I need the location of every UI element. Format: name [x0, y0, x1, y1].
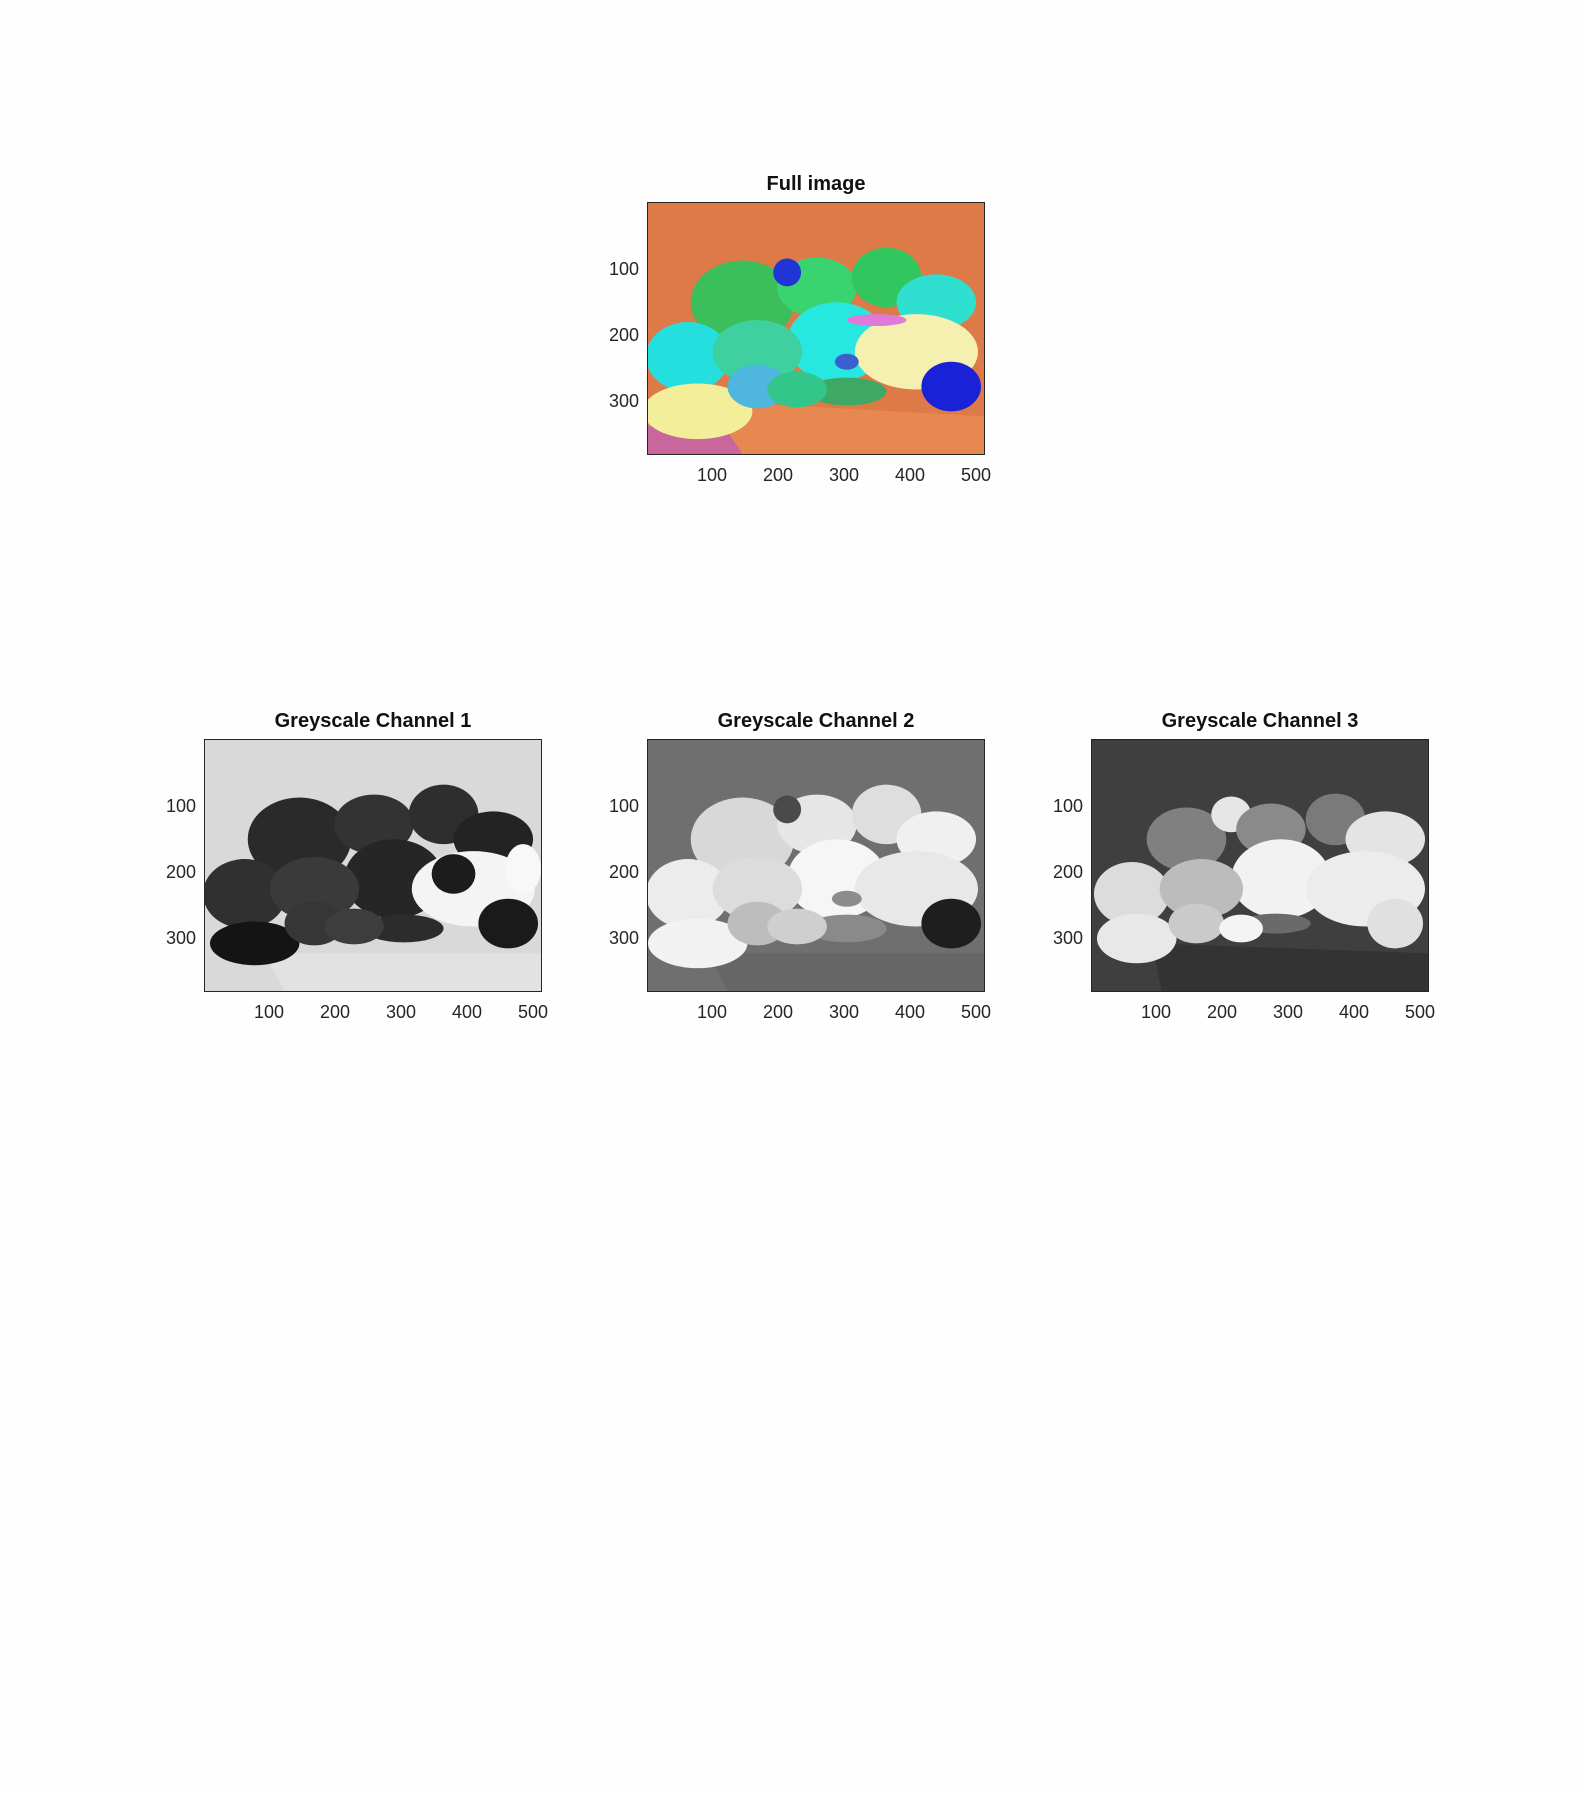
xtick-label: 200: [762, 1002, 794, 1022]
ytick-label: 200: [608, 325, 639, 345]
panel-title: Greyscale Channel 1: [274, 710, 472, 732]
xtick-label: 200: [1206, 1002, 1238, 1022]
false-color-image: [648, 203, 984, 454]
ytick-label: 300: [1052, 928, 1083, 948]
xtick-label: 500: [960, 1002, 992, 1022]
greyscale-channel-3-image: [1092, 740, 1428, 991]
ytick-label: 200: [608, 862, 639, 882]
xtick-label: 400: [1338, 1002, 1370, 1022]
ytick-label: 100: [608, 796, 639, 816]
image-axes: [647, 739, 985, 992]
xtick-label: 100: [253, 1002, 285, 1022]
panel-full-image: Full image 100 200 300 100 200 3: [609, 173, 991, 503]
panel-greyscale-channel-3: Greyscale Channel 3 100 200 300 100 200 …: [1053, 710, 1435, 1040]
image-axes: [647, 202, 985, 455]
image-axes: [1091, 739, 1429, 992]
xtick-label: 300: [1272, 1002, 1304, 1022]
ytick-label: 300: [165, 928, 196, 948]
image-axes: [204, 739, 542, 992]
panel-greyscale-channel-1: Greyscale Channel 1 100 200 300 100 200 …: [166, 710, 548, 1040]
xtick-label: 100: [696, 1002, 728, 1022]
ytick-label: 200: [1052, 862, 1083, 882]
xtick-label: 200: [762, 465, 794, 485]
xtick-label: 200: [319, 1002, 351, 1022]
xtick-label: 500: [1404, 1002, 1436, 1022]
ytick-label: 100: [165, 796, 196, 816]
ytick-label: 300: [608, 391, 639, 411]
greyscale-channel-1-image: [205, 740, 541, 991]
xtick-label: 100: [696, 465, 728, 485]
ytick-label: 100: [1052, 796, 1083, 816]
ytick-label: 300: [608, 928, 639, 948]
panel-greyscale-channel-2: Greyscale Channel 2 100 200 300 100 200 …: [609, 710, 991, 1040]
xtick-label: 500: [960, 465, 992, 485]
xtick-label: 300: [828, 1002, 860, 1022]
ytick-label: 100: [608, 259, 639, 279]
xtick-label: 100: [1140, 1002, 1172, 1022]
xtick-label: 400: [451, 1002, 483, 1022]
xtick-label: 400: [894, 1002, 926, 1022]
xtick-label: 300: [828, 465, 860, 485]
xtick-label: 500: [517, 1002, 549, 1022]
panel-title: Greyscale Channel 2: [717, 710, 915, 732]
greyscale-channel-2-image: [648, 740, 984, 991]
xtick-label: 300: [385, 1002, 417, 1022]
panel-title: Greyscale Channel 3: [1161, 710, 1359, 732]
ytick-label: 200: [165, 862, 196, 882]
xtick-label: 400: [894, 465, 926, 485]
panel-title: Full image: [766, 173, 866, 195]
